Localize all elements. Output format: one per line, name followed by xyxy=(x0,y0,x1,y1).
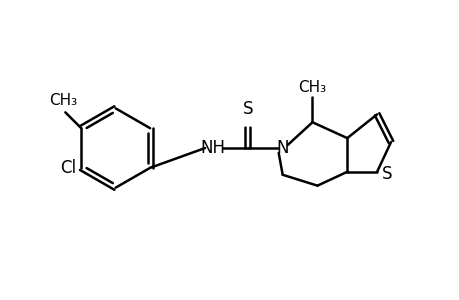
Text: CH₃: CH₃ xyxy=(298,80,326,94)
Text: Cl: Cl xyxy=(60,159,76,177)
Text: N: N xyxy=(276,139,288,157)
Text: S: S xyxy=(381,165,392,183)
Text: NH: NH xyxy=(200,139,225,157)
Text: S: S xyxy=(242,100,252,118)
Text: CH₃: CH₃ xyxy=(49,93,77,108)
